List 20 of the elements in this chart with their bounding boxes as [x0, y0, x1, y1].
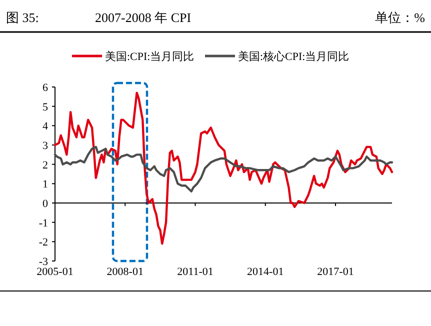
chart-title: 图 35: — [6, 10, 39, 25]
y-tick-label: -1 — [38, 217, 48, 230]
y-tick-label: 5 — [42, 101, 48, 114]
y-tick-label: 0 — [42, 198, 48, 210]
y-tick-label: 3 — [42, 140, 48, 152]
y-tick-label: -2 — [38, 236, 48, 249]
x-tick-label: 2008-01 — [106, 266, 144, 278]
chart-subtitle: 2007-2008 年 CPI — [95, 10, 192, 25]
y-tick-label: 2 — [42, 159, 48, 172]
x-tick-label: 2005-01 — [36, 266, 74, 278]
legend-label: 美国:CPI:当月同比 — [105, 50, 194, 63]
y-axis-title: 单位：% — [375, 10, 426, 25]
x-tick-label: 2014-01 — [247, 266, 284, 278]
x-tick-label: 2017-01 — [317, 266, 354, 278]
legend-label: 美国:核心CPI:当月同比 — [238, 50, 350, 63]
y-tick-label: -3 — [38, 256, 48, 268]
y-tick-label: 1 — [42, 178, 48, 191]
x-tick-label: 2011-01 — [177, 266, 214, 278]
y-tick-label: 4 — [42, 120, 48, 133]
y-tick-label: 6 — [42, 82, 48, 94]
